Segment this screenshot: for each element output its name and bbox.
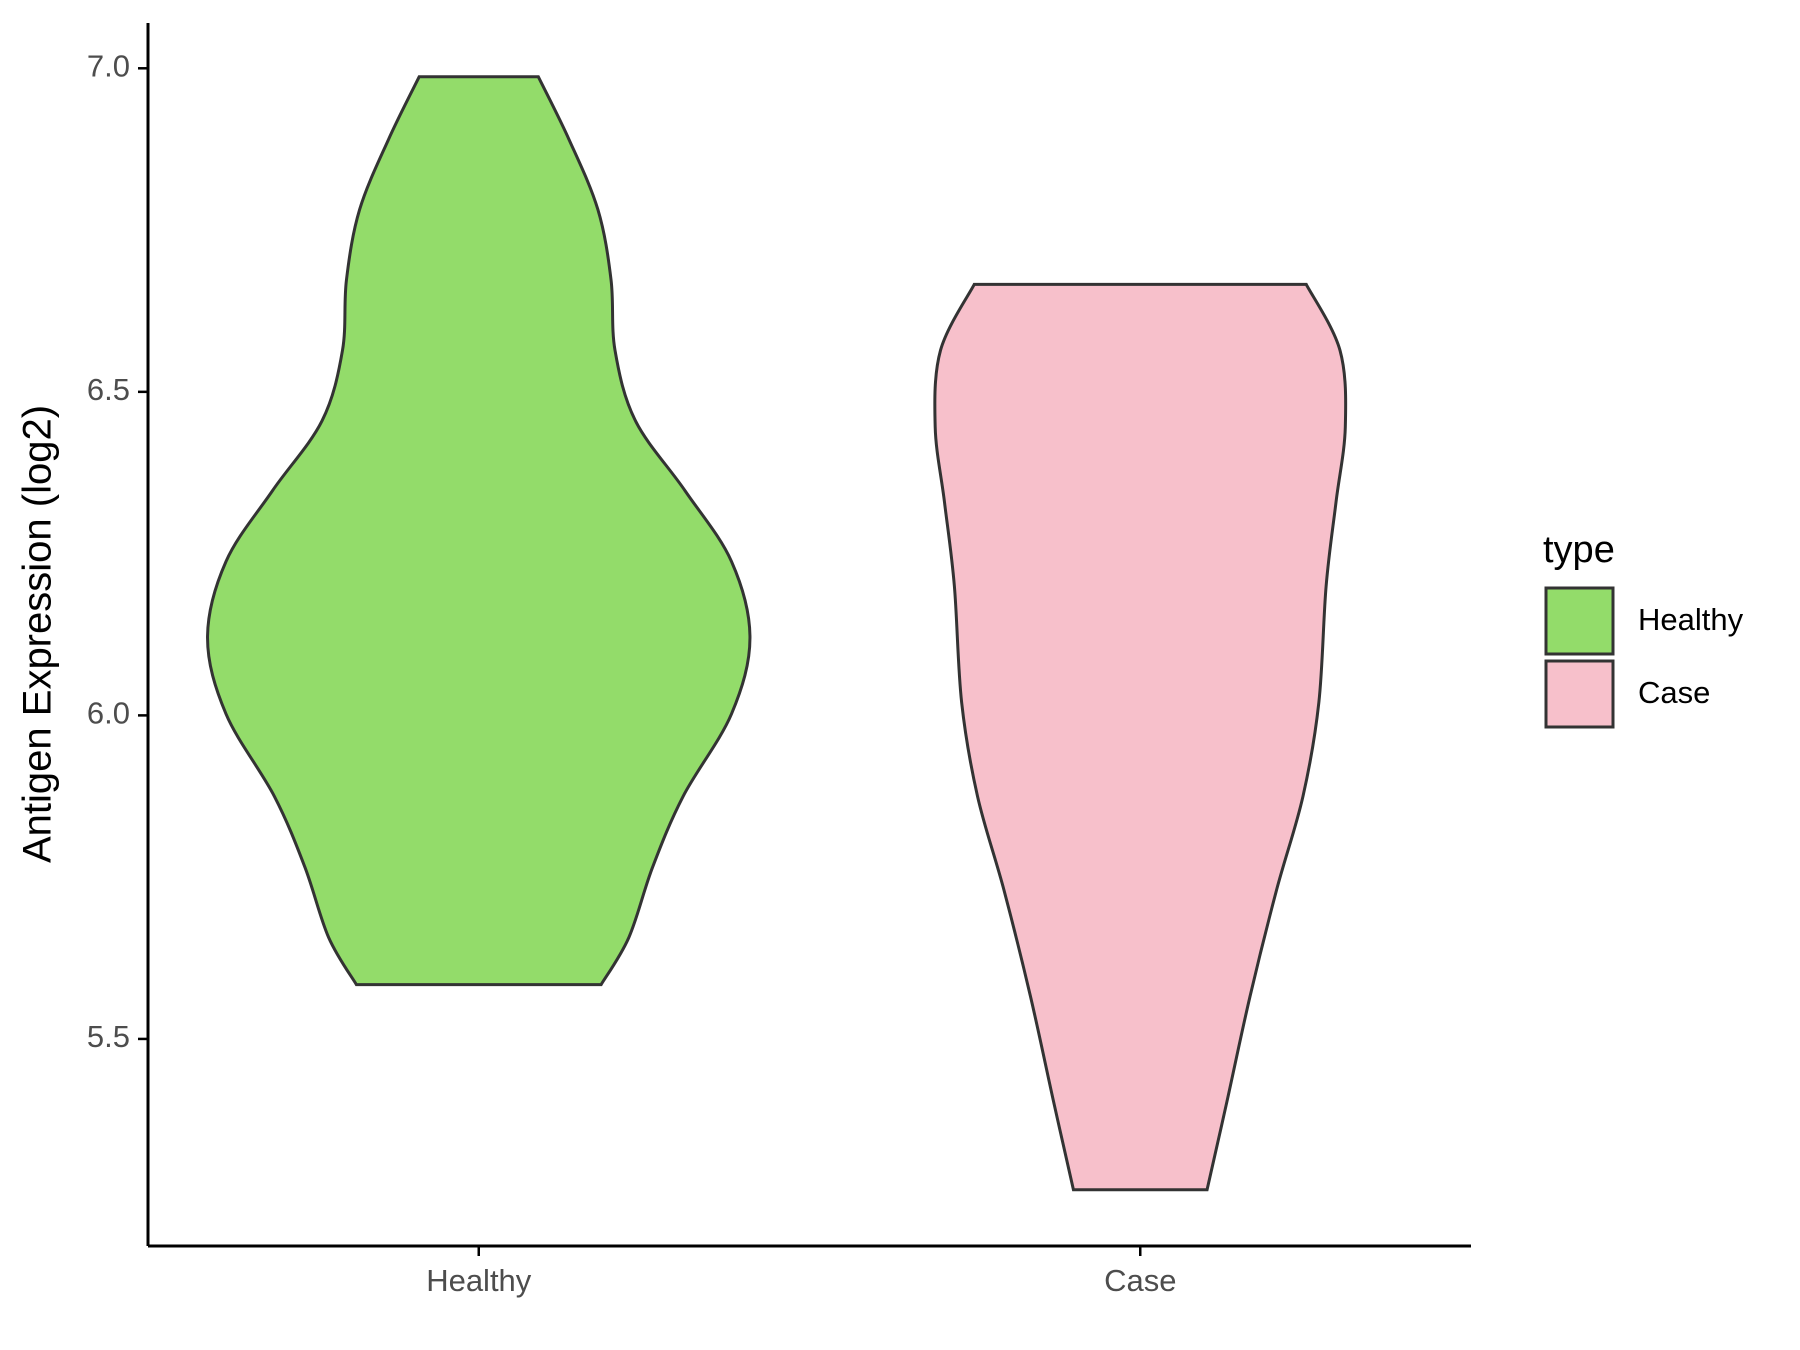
legend-swatch bbox=[1544, 659, 1615, 729]
x-tick-label: Case bbox=[1104, 1263, 1176, 1298]
x-tick-label: Healthy bbox=[426, 1263, 532, 1298]
legend-label: Healthy bbox=[1638, 602, 1744, 637]
y-tick-label: 6.0 bbox=[87, 696, 130, 731]
legend-swatch bbox=[1544, 586, 1615, 656]
legend-label: Case bbox=[1638, 675, 1710, 710]
violin bbox=[933, 282, 1348, 1192]
violin bbox=[206, 75, 752, 987]
y-tick-label: 7.0 bbox=[87, 48, 130, 83]
legend-title: type bbox=[1543, 529, 1615, 571]
y-axis-label: Antigen Expression (log2) bbox=[16, 405, 60, 863]
y-tick-label: 5.5 bbox=[87, 1019, 130, 1054]
y-tick-label: 6.5 bbox=[87, 372, 130, 407]
